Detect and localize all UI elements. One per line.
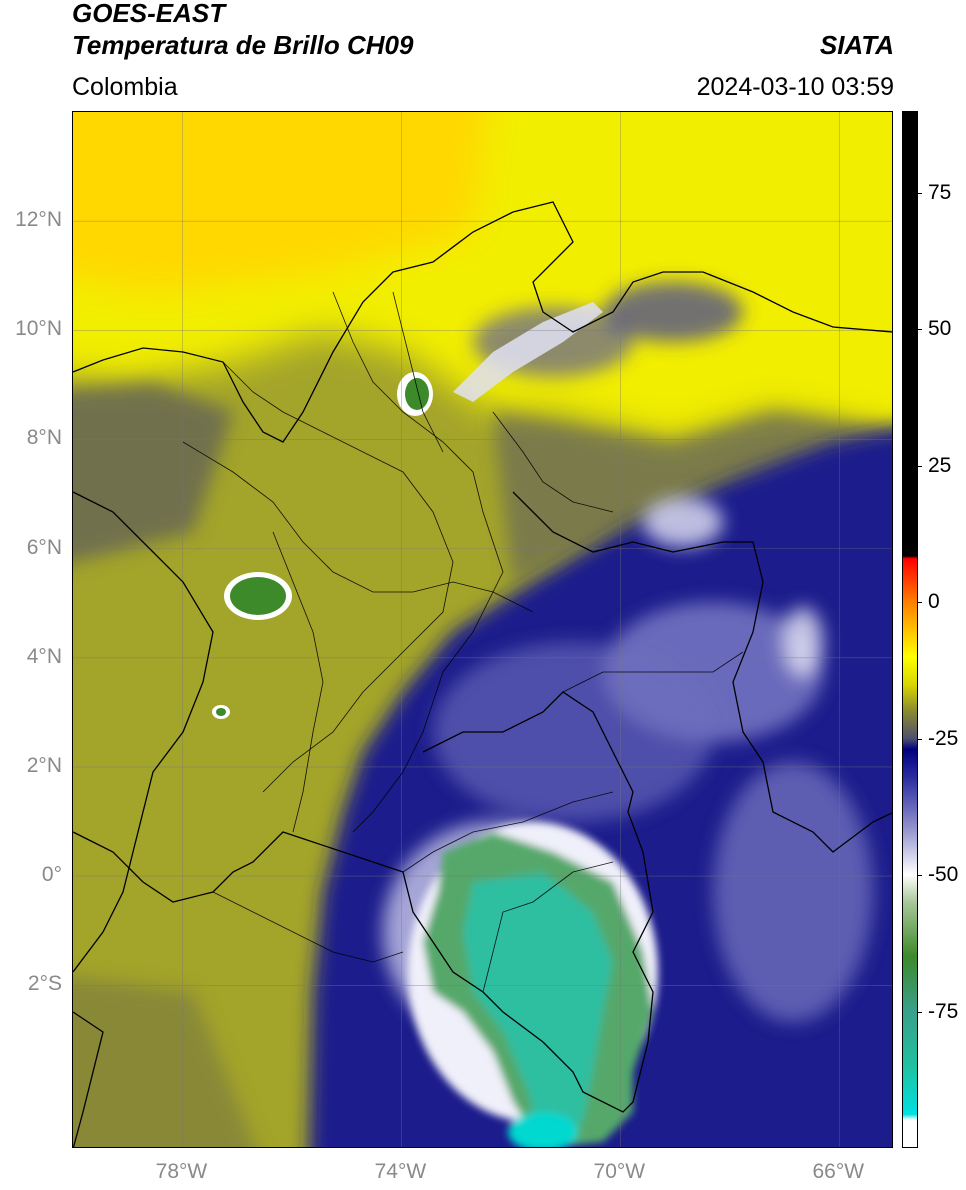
colorbar-tick-mark [917,602,922,604]
colorbar-tick-label: 25 [928,453,952,477]
colorbar-tick-label: -25 [928,726,959,750]
latitude-tick-label: 8°N [26,426,62,450]
latitude-tick-label: 2°N [26,753,62,777]
agency-label: SIATA [819,30,894,60]
colorbar-tick-mark [917,738,922,740]
latitude-tick-label: 12°N [15,208,62,232]
brightness-temperature-map [73,112,892,1147]
satellite-title: GOES-EAST [72,0,226,28]
caribbean-coastline [73,201,892,443]
country-borders [73,201,892,1147]
colombia-southern-border [342,691,654,1113]
gridlines [73,112,892,1147]
colorbar-tick-label: 75 [928,180,952,204]
southern-coast [73,1011,104,1147]
pacific-coastline [73,491,214,973]
latitude-tick-label: 4°N [26,644,62,668]
longitude-tick-label: 78°W [155,1160,208,1183]
map-panel[interactable] [72,111,893,1148]
datetime-label: 2024-03-10 03:59 [696,73,894,101]
temperature-colorbar [902,111,918,1148]
latitude-tick-label: 0° [41,863,62,887]
colorbar-tick-label: 50 [928,317,952,341]
product-title: Temperatura de Brillo CH09 [72,30,414,60]
warm-northern-region [73,112,892,442]
latitude-tick-label: 10°N [15,317,62,341]
latitude-tick-label: 6°N [26,535,62,559]
region-label: Colombia [72,73,178,101]
longitude-tick-label: 74°W [374,1160,427,1183]
colorbar-tick-label: -50 [928,863,959,887]
longitude-tick-label: 66°W [812,1160,865,1183]
colombia-venezuela-border [512,491,892,853]
colorbar-tick-mark [917,465,922,467]
colorbar-tick-label: -75 [928,999,959,1023]
colorbar-tick-mark [917,875,922,877]
transition-band [73,382,892,1147]
colorbar-tick-mark [917,192,922,194]
longitude-tick-label: 70°W [593,1160,646,1183]
colorbar-tick-label: 0 [928,590,940,614]
colorbar-tick-mark [917,1011,922,1013]
colorbar-tick-mark [917,329,922,331]
department-borders [182,291,744,993]
latitude-tick-label: 2°S [27,972,62,996]
